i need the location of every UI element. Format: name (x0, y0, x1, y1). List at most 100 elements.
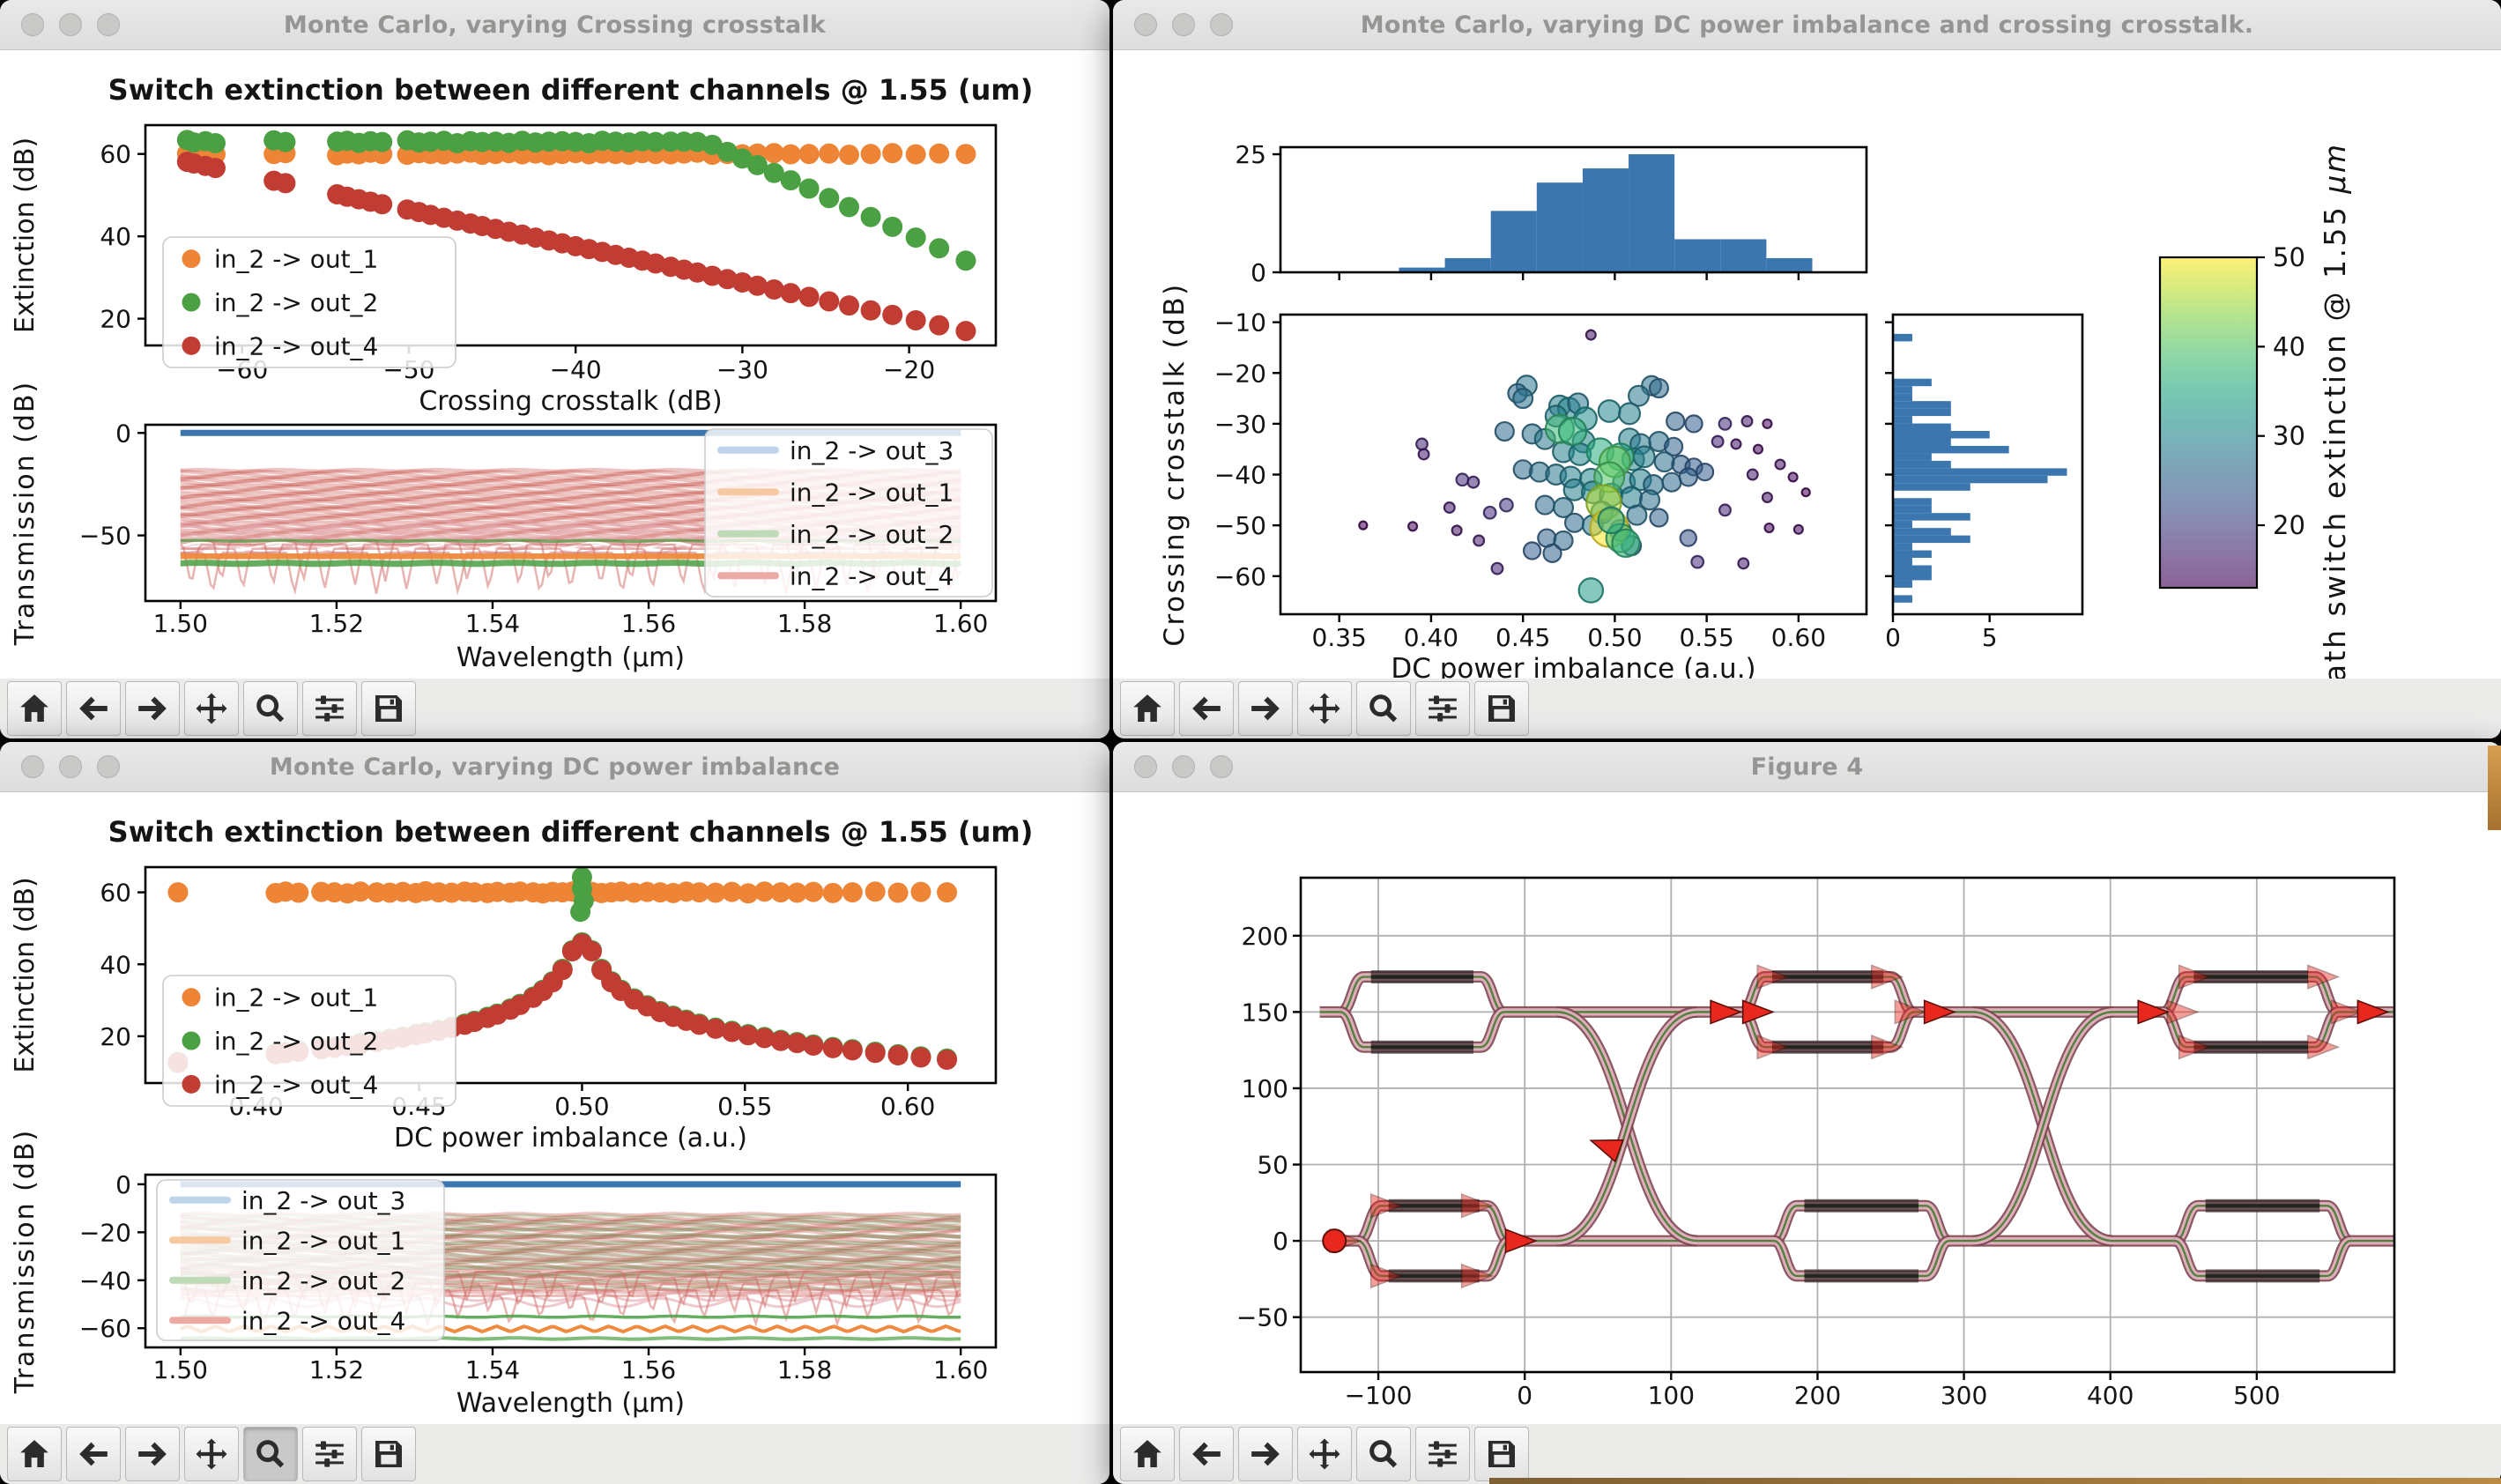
titlebar[interactable]: Monte Carlo, varying Crossing crosstalk (0, 0, 1109, 50)
maximize-button[interactable] (1210, 13, 1233, 36)
histogram-bar (1893, 513, 1970, 521)
axis-tick-label: 0 (1517, 1381, 1533, 1410)
legend-label: in_2 -> out_3 (790, 436, 954, 465)
forward-icon (1251, 1442, 1280, 1466)
figure-canvas-tl[interactable]: −60 −50 −40 −30 −20 20 40 60 Switch extinction b… (0, 50, 1109, 679)
axis-tick-label: 1.52 (309, 609, 364, 638)
toolbar-button-save[interactable] (1474, 1427, 1529, 1481)
axis-tick-label: 50 (1257, 1151, 1288, 1180)
axis-tick-label: 0.60 (880, 1092, 935, 1121)
legend-marker (182, 249, 201, 269)
histogram-bar (1893, 378, 1932, 387)
toolbar-button-save[interactable] (361, 681, 416, 736)
toolbar-button-pan[interactable] (184, 681, 239, 736)
toolbar-button-zoom[interactable] (1356, 1427, 1411, 1481)
toolbar-button-save[interactable] (1474, 681, 1529, 736)
close-button[interactable] (21, 755, 44, 778)
legend-marker (182, 1031, 201, 1050)
toolbar-button-forward[interactable] (125, 1427, 180, 1481)
axis-tick-label: 0.55 (1679, 623, 1733, 652)
toolbar-button-zoom[interactable] (243, 1427, 298, 1481)
x-axis-label: DC power imbalance (a.u.) (1391, 653, 1755, 679)
toolbar-button-home[interactable] (1120, 1427, 1175, 1481)
toolbar-button-pan[interactable] (1297, 681, 1352, 736)
toolbar-button-pan[interactable] (184, 1427, 239, 1481)
port-arrow (2330, 999, 2364, 1025)
legend-label: in_2 -> out_2 (790, 520, 954, 549)
histogram-bar (1893, 445, 2009, 454)
toolbar-button-back[interactable] (66, 1427, 121, 1481)
axis-tick-label: 0.35 (1312, 623, 1367, 652)
matplotlib-toolbar (1113, 1424, 2501, 1484)
close-button[interactable] (1134, 13, 1157, 36)
toolbar-button-back[interactable] (1179, 1427, 1234, 1481)
histogram-bar (1893, 475, 2048, 484)
legend-label: in_2 -> out_4 (241, 1306, 405, 1335)
zoom-icon (1369, 1440, 1398, 1468)
legend-marker (182, 988, 201, 1007)
histogram-bar (1893, 550, 1932, 559)
maximize-button[interactable] (97, 755, 120, 778)
x-axis-label: Wavelength (μm) (456, 642, 685, 673)
legend-label: in_2 -> out_4 (790, 561, 954, 590)
close-button[interactable] (21, 13, 44, 36)
histogram-bar (1893, 460, 1951, 469)
toolbar-button-save[interactable] (361, 1427, 416, 1481)
figure-canvas-br[interactable]: −100 0 100 200 300 400 500 −50 0 50 100 150 200 (1113, 792, 2501, 1424)
minimize-button[interactable] (1172, 13, 1195, 36)
photonic-circuit (1301, 878, 2394, 1372)
titlebar[interactable]: Monte Carlo, varying DC power imbalance (0, 742, 1109, 792)
legend[interactable]: in_2 -> out_3 in_2 -> out_1 in_2 -> out_2i… (704, 428, 993, 597)
minimize-button[interactable] (59, 755, 82, 778)
toolbar-button-back[interactable] (66, 681, 121, 736)
toolbar-button-subplots[interactable] (1415, 681, 1470, 736)
port-arrow (1756, 964, 1790, 990)
toolbar-button-back[interactable] (1179, 681, 1234, 736)
minimize-button[interactable] (59, 13, 82, 36)
minimize-button[interactable] (1172, 755, 1195, 778)
axis-tick-label: 300 (1941, 1381, 1987, 1410)
titlebar[interactable]: Figure 4 (1113, 742, 2501, 792)
axis-tick-label: −40 (79, 1266, 131, 1295)
toolbar-button-home[interactable] (1120, 681, 1175, 736)
axis-tick-label: 0.50 (554, 1092, 609, 1121)
histogram-bar (1893, 416, 1912, 424)
port-arrow (1369, 1193, 1403, 1219)
toolbar-button-subplots[interactable] (302, 681, 357, 736)
axis-tick-label: −10 (1214, 308, 1266, 338)
toolbar-button-zoom[interactable] (243, 681, 298, 736)
toolbar-button-subplots[interactable] (302, 1427, 357, 1481)
port-arrow (2307, 964, 2341, 990)
subplots-icon (1429, 1441, 1457, 1467)
toolbar-button-zoom[interactable] (1356, 681, 1411, 736)
toolbar-button-home[interactable] (7, 1427, 62, 1481)
toolbar-button-forward[interactable] (1238, 681, 1293, 736)
histogram-bar (1893, 453, 1932, 461)
figure-canvas-tr[interactable]: 0 25 0.35 0.40 0.45 0.50 0.55 0.60 −10 −20 −30 −40 −… (1113, 50, 2501, 679)
home-icon (1133, 1440, 1161, 1467)
histogram-bar (1893, 408, 1951, 417)
maximize-button[interactable] (97, 13, 120, 36)
maximize-button[interactable] (1210, 755, 1233, 778)
toolbar-button-pan[interactable] (1297, 1427, 1352, 1481)
histogram-bar (1720, 239, 1767, 272)
axis-tick-label: 200 (1794, 1381, 1841, 1410)
axis-tick-label: 60 (100, 879, 131, 908)
legend-marker (182, 293, 201, 312)
subplots-icon (315, 695, 344, 722)
legend-label: in_2 -> out_4 (214, 331, 378, 360)
toolbar-button-forward[interactable] (125, 681, 180, 736)
legend[interactable]: in_2 -> out_1 in_2 -> out_2 in_2 -> out_4 (162, 975, 456, 1107)
histogram-bar (1893, 558, 1912, 566)
toolbar-button-forward[interactable] (1238, 1427, 1293, 1481)
toolbar-button-home[interactable] (7, 681, 62, 736)
axes-frame (1299, 876, 2396, 1374)
window-title: Monte Carlo, varying Crossing crosstalk (283, 11, 827, 39)
close-button[interactable] (1134, 755, 1157, 778)
histogram-bar (1893, 535, 1970, 544)
toolbar-button-subplots[interactable] (1415, 1427, 1470, 1481)
legend[interactable]: in_2 -> out_1 in_2 -> out_2 in_2 -> out_4 (162, 236, 456, 368)
legend[interactable]: in_2 -> out_3 in_2 -> out_1 in_2 -> out_2i… (156, 1179, 445, 1341)
titlebar[interactable]: Monte Carlo, varying DC power imbalance … (1113, 0, 2501, 50)
